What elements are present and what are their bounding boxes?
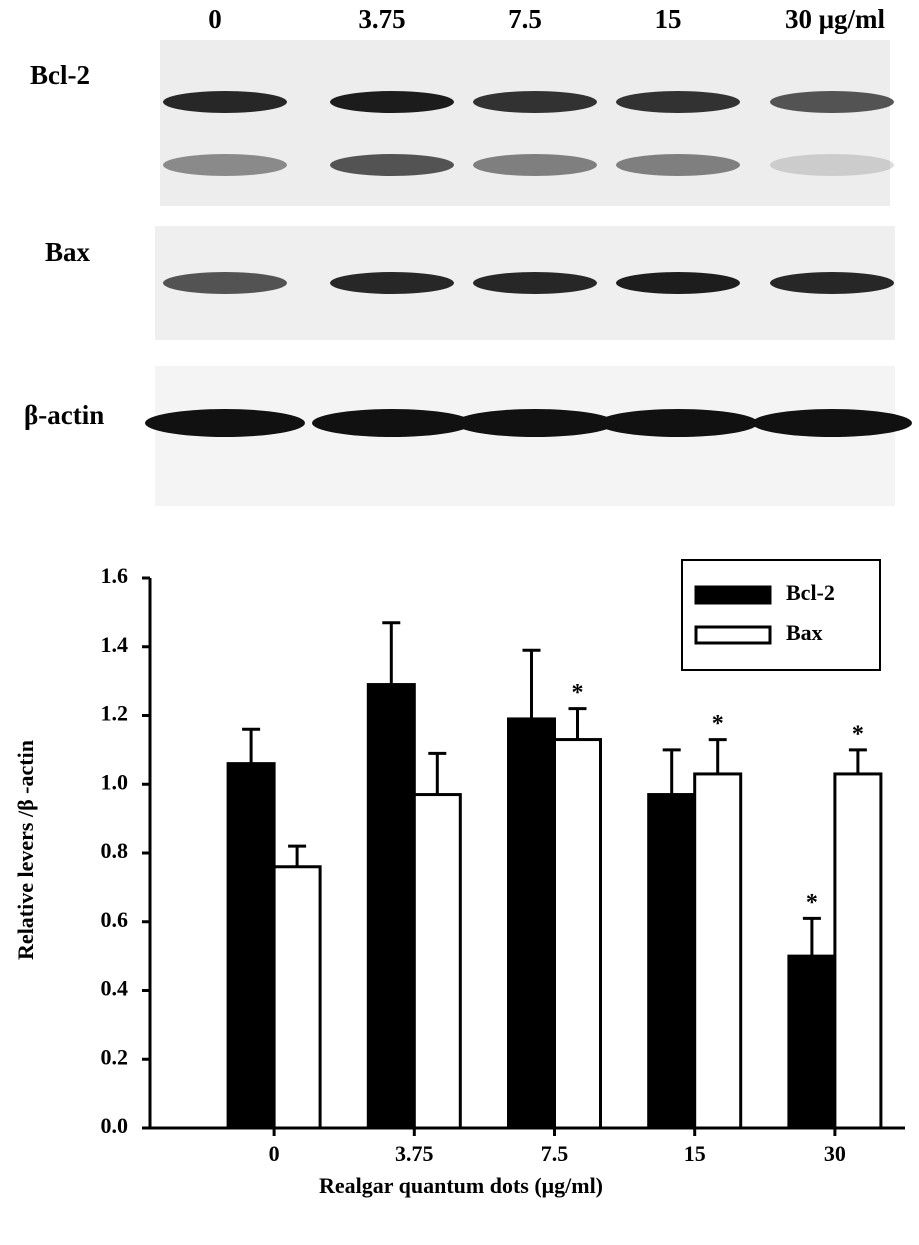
blot-band	[473, 154, 597, 176]
x-tick-label: 3.75	[395, 1141, 434, 1166]
error-bar	[802, 916, 821, 957]
x-tick-label: 0	[269, 1141, 280, 1166]
lane-label: 0	[208, 4, 222, 34]
blot-band	[598, 409, 758, 437]
lane-label: 30 μg/ml	[785, 4, 886, 34]
blot-band	[473, 91, 597, 113]
blot-band	[473, 272, 597, 294]
blot-band	[330, 154, 454, 176]
lane-label: 7.5	[508, 4, 542, 34]
blot-band	[145, 409, 305, 437]
bar	[507, 717, 556, 1130]
y-tick-label: 1.0	[101, 769, 129, 794]
bar	[412, 793, 462, 1130]
bar	[366, 683, 416, 1130]
error-bar	[662, 748, 681, 795]
row-label: Bax	[45, 237, 91, 267]
blot-band	[330, 272, 454, 294]
blot-band	[616, 91, 740, 113]
blot-band	[752, 409, 912, 437]
x-tick-label: 15	[684, 1141, 706, 1166]
error-bar	[522, 648, 541, 719]
y-tick-label: 1.6	[101, 563, 129, 588]
blot-band	[770, 272, 894, 294]
blot-band	[163, 154, 287, 176]
error-bar	[848, 748, 867, 774]
y-tick-label: 0.0	[101, 1113, 129, 1138]
row-label: β-actin	[24, 400, 104, 430]
y-axis-title: Relative levers /β -actin	[13, 740, 38, 960]
error-bar	[428, 751, 447, 795]
significance-mark: *	[852, 721, 864, 747]
y-tick-label: 0.6	[101, 907, 129, 932]
significance-mark: *	[712, 711, 724, 737]
lane-label: 15	[655, 4, 682, 34]
blot-panel	[160, 40, 890, 206]
lane-label: 3.75	[358, 4, 405, 34]
blot-band	[312, 409, 472, 437]
bar	[226, 762, 276, 1130]
x-tick-label: 30	[824, 1141, 846, 1166]
legend-label: Bcl-2	[786, 580, 835, 605]
y-tick-label: 0.8	[101, 838, 129, 863]
error-bar	[288, 844, 307, 867]
bar	[787, 954, 837, 1130]
row-label: Bcl-2	[30, 60, 90, 90]
bar	[693, 772, 743, 1130]
error-bar	[708, 738, 727, 774]
blot-band	[455, 409, 615, 437]
blot-band	[770, 91, 894, 113]
y-tick-label: 0.4	[101, 976, 129, 1001]
significance-mark: *	[572, 680, 584, 706]
x-tick-label: 7.5	[541, 1141, 569, 1166]
bar	[272, 865, 322, 1130]
legend-label: Bax	[786, 620, 823, 645]
blot-band	[616, 154, 740, 176]
blot-band	[770, 154, 894, 176]
legend-swatch	[694, 625, 772, 645]
bar	[647, 793, 697, 1130]
bar	[553, 738, 602, 1130]
error-bar	[242, 727, 261, 764]
x-axis-title: Realgar quantum dots (μg/ml)	[319, 1173, 603, 1198]
blot-band	[330, 91, 454, 113]
legend-box	[681, 559, 881, 671]
y-tick-label: 0.2	[101, 1044, 129, 1069]
error-bar	[568, 707, 587, 740]
error-bar	[382, 621, 401, 685]
significance-mark: *	[806, 890, 818, 916]
blot-band	[163, 272, 287, 294]
blot-band	[163, 91, 287, 113]
y-tick-label: 1.4	[101, 632, 129, 657]
y-tick-label: 1.2	[101, 701, 129, 726]
blot-band	[616, 272, 740, 294]
legend-swatch	[694, 585, 772, 605]
bar	[833, 772, 883, 1130]
